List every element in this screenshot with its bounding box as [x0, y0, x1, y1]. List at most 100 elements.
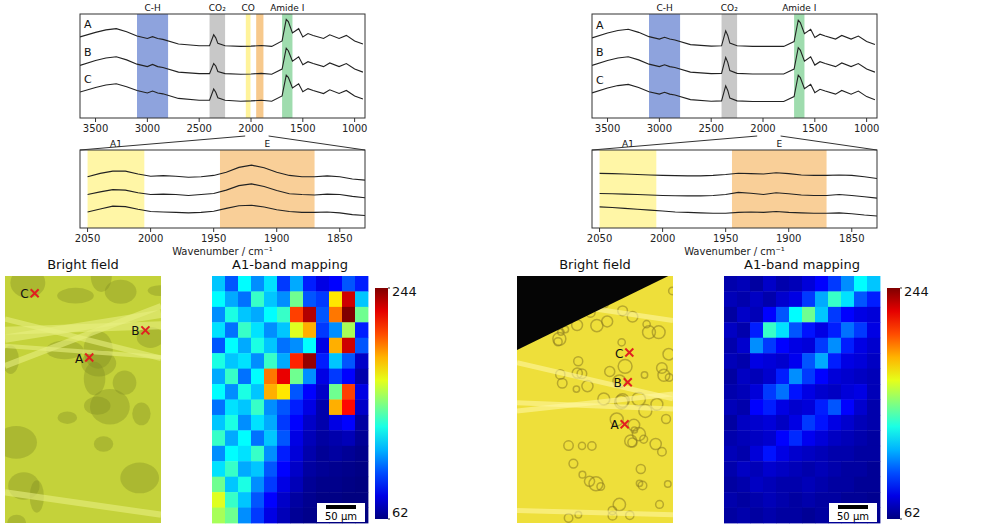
tick [199, 118, 200, 122]
heatmap-cell [277, 276, 290, 292]
heatmap-cell [789, 307, 802, 323]
heatmap-cell [776, 492, 789, 508]
heatmap-cell [750, 338, 763, 354]
band-label: CO₂ [209, 3, 226, 13]
series-label: A [84, 18, 92, 31]
heatmap-cell [238, 415, 251, 431]
spectrum-line [88, 205, 365, 215]
heatmap-cell [828, 353, 841, 369]
heatmap-cell [225, 400, 238, 416]
heatmap-cell [828, 415, 841, 431]
heatmap-cell [264, 307, 277, 323]
heatmap-cell [329, 307, 342, 323]
heatmap-cell [342, 446, 355, 462]
colorbar-label: 62 [904, 505, 921, 520]
tick [302, 118, 303, 122]
texture [91, 276, 112, 292]
heatmap-cell [750, 400, 763, 416]
heatmap-cell [238, 430, 251, 446]
heatmap-cell [802, 415, 815, 431]
heatmap-cell [342, 400, 355, 416]
point-marker [141, 326, 149, 334]
tick-label: 2000 [650, 233, 675, 244]
heatmap-cell [277, 430, 290, 446]
heatmap-cell [303, 384, 316, 400]
series-label: B [596, 46, 604, 59]
heatmap-cell [828, 307, 841, 323]
heatmap-cell [802, 338, 815, 354]
heatmap-cell [225, 307, 238, 323]
heatmap-cell [251, 307, 264, 323]
texture [658, 447, 667, 456]
heatmap-cell [212, 369, 225, 385]
tick-label: 1500 [290, 123, 315, 134]
heatmap-cell [841, 353, 854, 369]
plot-frame [592, 150, 877, 228]
heatmap-cell [225, 477, 238, 493]
heatmap-cells [724, 276, 880, 523]
tick-label: 2050 [75, 233, 100, 244]
heatmap-cell [854, 446, 867, 462]
point-marker [621, 420, 629, 428]
heatmap-cell [867, 369, 880, 385]
texture [148, 285, 161, 296]
tick-label: 2000 [138, 233, 163, 244]
texture [669, 287, 673, 295]
heatmap-cell [355, 276, 368, 292]
heatmap-cell [750, 353, 763, 369]
heatmap-cells [212, 276, 368, 523]
zoom-connector [269, 136, 365, 150]
heatmap-cell [251, 461, 264, 477]
heatmap-cell [264, 508, 277, 524]
heatmap-cell [329, 353, 342, 369]
heatmap-cell [724, 369, 737, 385]
heatmap-cell [212, 307, 225, 323]
series-lines [592, 20, 875, 101]
tick [725, 228, 726, 232]
heatmap-cell [750, 446, 763, 462]
heatmap-cell [225, 430, 238, 446]
heatmap-cell [277, 508, 290, 524]
heatmap-cell [264, 353, 277, 369]
heatmap-cell [264, 461, 277, 477]
heatmap-cell [750, 322, 763, 338]
heatmap-cell [867, 446, 880, 462]
heatmap-cell [238, 276, 251, 292]
heatmap-cell [789, 477, 802, 493]
heatmap-cell [238, 384, 251, 400]
spectrum-panel: A1E20502000195019001850Wavenumber / cm⁻¹ [587, 139, 877, 257]
point-label: A [75, 352, 84, 366]
heatmap-cell [290, 369, 303, 385]
point-marker [85, 354, 93, 362]
heatmap-cell [776, 353, 789, 369]
heatmap-cell [316, 322, 329, 338]
heatmap-cell [316, 415, 329, 431]
heatmap-cell [737, 430, 750, 446]
bright-field-panel: Bright fieldABC [517, 257, 676, 523]
heatmap-cell [342, 461, 355, 477]
heatmap-cell [750, 415, 763, 431]
heatmap-cell [290, 291, 303, 307]
heatmap-cell [854, 338, 867, 354]
heatmap-cell [303, 461, 316, 477]
colorbar [887, 288, 900, 519]
heatmap-cell [355, 338, 368, 354]
heatmap-cell [264, 276, 277, 292]
heatmap-cell [212, 430, 225, 446]
tick [711, 118, 712, 122]
marker-stroke [621, 420, 629, 428]
heatmap-cell [802, 291, 815, 307]
texture [589, 477, 603, 491]
heatmap-cell [724, 307, 737, 323]
heatmap-cell [277, 492, 290, 508]
tick-label: 1000 [342, 123, 367, 134]
heatmap-cell [212, 477, 225, 493]
heatmap-cell [355, 369, 368, 385]
heatmap-cell [316, 384, 329, 400]
band-label: CO [241, 3, 254, 13]
heatmap-cell [841, 446, 854, 462]
series-label: C [84, 73, 92, 86]
tick-label: 1850 [327, 233, 352, 244]
tick-label: 1000 [854, 123, 879, 134]
heatmap-cell [815, 384, 828, 400]
